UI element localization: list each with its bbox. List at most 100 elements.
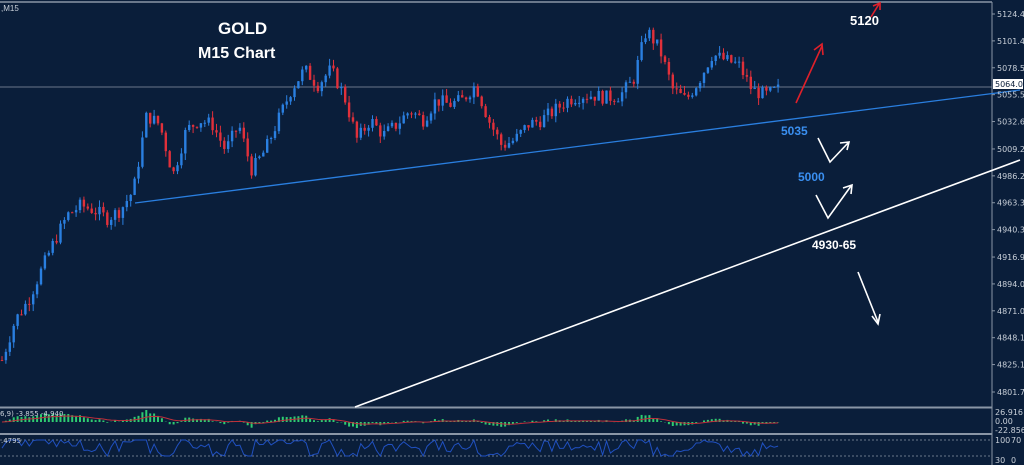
candle-body: [578, 102, 581, 104]
candle-body: [250, 156, 253, 176]
candle-body: [710, 61, 713, 68]
candle-body: [184, 129, 187, 154]
candle-body: [371, 119, 374, 128]
candle-body: [102, 206, 105, 213]
rsi-tick-label: 0: [1011, 456, 1016, 465]
candle-body: [160, 123, 164, 133]
candle-body: [418, 113, 421, 116]
candle-body: [507, 143, 511, 148]
candle-body: [394, 122, 398, 129]
white-zigzag-arrow-2-icon: [815, 183, 853, 220]
candle-body: [652, 29, 655, 44]
candle-body: [246, 138, 249, 157]
candle-body: [20, 314, 23, 316]
price-tick-label: 5101.45: [997, 37, 1024, 46]
candle-body: [223, 140, 226, 149]
candle-body: [117, 210, 121, 218]
candle-body: [632, 81, 635, 84]
candle-body: [734, 61, 737, 63]
candle-body: [24, 303, 27, 315]
white-zigzag-arrow-1-icon: [817, 137, 851, 164]
candle-body: [277, 112, 281, 132]
candle-body: [219, 132, 222, 141]
candle-body: [305, 65, 308, 70]
candle-body: [765, 87, 768, 91]
candle-body: [55, 241, 58, 243]
candle-body: [4, 351, 8, 361]
candle-body: [468, 97, 472, 100]
candle-body: [125, 201, 128, 208]
lower-trendline[interactable]: [354, 159, 1021, 408]
candle-body: [297, 81, 300, 89]
price-tick-label: 5124.40: [997, 10, 1024, 19]
candle-body: [293, 88, 296, 98]
candle-body: [258, 156, 261, 158]
macd-tick-label: 0.00: [995, 417, 1013, 426]
candle-body: [137, 166, 140, 179]
candle-body: [675, 88, 678, 90]
candle-body: [589, 96, 593, 99]
candle-body: [414, 113, 417, 115]
price-tick-label: 4825.15: [997, 361, 1024, 370]
candle-body: [98, 206, 101, 215]
candle-body: [445, 95, 448, 103]
candle-body: [515, 133, 518, 141]
candle-body: [281, 104, 284, 113]
candle-body: [90, 208, 93, 213]
candle-body: [262, 152, 265, 157]
candle-body: [16, 314, 19, 326]
support-trendline[interactable]: [134, 89, 1021, 204]
candle-body: [402, 115, 405, 124]
symbol-label: ,M15: [1, 4, 19, 13]
candle-body: [141, 137, 144, 167]
candle-body: [718, 52, 721, 56]
candle-body: [492, 122, 495, 130]
macd-signal-line: [1, 415, 779, 425]
candle-body: [593, 96, 596, 101]
candle-body: [340, 86, 343, 89]
candle-body: [39, 268, 43, 285]
candle-body: [737, 61, 741, 63]
candle-body: [609, 90, 612, 101]
price-tick-label: 4940.35: [997, 226, 1024, 235]
candle-body: [687, 94, 690, 97]
candle-body: [234, 130, 238, 132]
rsi-line: [1, 438, 779, 458]
candle-body: [472, 86, 476, 98]
candle-body: [207, 117, 210, 123]
candle-body: [324, 75, 327, 83]
candle-body: [585, 98, 589, 100]
candle-body: [238, 127, 242, 131]
candle-body: [86, 206, 89, 209]
candle-body: [363, 127, 366, 131]
candle-body: [320, 82, 323, 92]
candle-body: [398, 123, 401, 129]
candle-body: [574, 103, 577, 105]
candle-body: [535, 119, 538, 122]
candle-body: [749, 76, 752, 90]
candle-body: [714, 55, 717, 62]
candle-body: [51, 241, 54, 253]
candle-body: [449, 102, 452, 107]
candle-body: [562, 107, 565, 109]
target-5120-label: 5120: [850, 13, 879, 28]
candle-body: [437, 99, 440, 106]
candle-body: [464, 97, 468, 100]
price-tick-label: 4894.00: [997, 280, 1024, 289]
price-tick-label: 5009.20: [997, 145, 1024, 154]
candle-body: [745, 75, 749, 77]
candle-body: [191, 124, 195, 127]
candle-body: [488, 117, 491, 123]
candle-body: [422, 115, 425, 127]
candle-body: [227, 141, 230, 149]
candle-body: [453, 101, 456, 107]
candle-body: [644, 38, 647, 43]
candle-body: [667, 61, 671, 75]
rsi-label: .4795: [1, 437, 22, 445]
candle-body: [659, 39, 663, 57]
candle-body: [347, 102, 351, 118]
candle-body: [351, 117, 355, 122]
level-4930-label: 4930-65: [812, 238, 857, 252]
candle-body: [671, 74, 674, 89]
candle-body: [149, 112, 152, 124]
